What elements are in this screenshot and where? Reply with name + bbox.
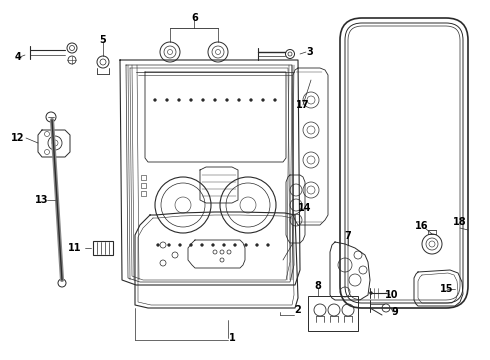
Text: 1: 1 — [229, 333, 235, 343]
Text: 14: 14 — [298, 203, 312, 213]
Circle shape — [273, 99, 276, 102]
Circle shape — [262, 99, 265, 102]
Circle shape — [177, 99, 180, 102]
Text: 13: 13 — [35, 195, 49, 205]
Circle shape — [190, 243, 193, 247]
Circle shape — [214, 99, 217, 102]
Text: 12: 12 — [11, 133, 25, 143]
Circle shape — [212, 243, 215, 247]
Text: 18: 18 — [453, 217, 467, 227]
Circle shape — [234, 243, 237, 247]
Circle shape — [190, 99, 193, 102]
Text: 7: 7 — [344, 231, 351, 241]
Circle shape — [245, 243, 247, 247]
Text: 9: 9 — [392, 307, 398, 317]
Circle shape — [178, 243, 181, 247]
Bar — [141, 175, 146, 180]
Circle shape — [166, 99, 169, 102]
Bar — [308, 296, 358, 331]
Text: 6: 6 — [192, 13, 198, 23]
Circle shape — [255, 243, 259, 247]
Bar — [93, 241, 113, 255]
Bar — [141, 191, 146, 196]
Text: 15: 15 — [440, 284, 454, 294]
Circle shape — [168, 243, 171, 247]
Text: 17: 17 — [296, 100, 310, 110]
Text: 4: 4 — [15, 52, 22, 62]
Circle shape — [201, 99, 204, 102]
Circle shape — [156, 243, 160, 247]
Circle shape — [200, 243, 203, 247]
Circle shape — [225, 99, 228, 102]
Text: 2: 2 — [294, 305, 301, 315]
Text: 11: 11 — [68, 243, 82, 253]
Circle shape — [267, 243, 270, 247]
Circle shape — [153, 99, 156, 102]
Bar — [141, 183, 146, 188]
Text: 5: 5 — [99, 35, 106, 45]
Circle shape — [238, 99, 241, 102]
Text: 16: 16 — [415, 221, 429, 231]
Text: 3: 3 — [307, 47, 314, 57]
Circle shape — [222, 243, 225, 247]
Text: 10: 10 — [385, 290, 399, 300]
Text: 8: 8 — [315, 281, 321, 291]
Circle shape — [369, 292, 372, 294]
Circle shape — [249, 99, 252, 102]
